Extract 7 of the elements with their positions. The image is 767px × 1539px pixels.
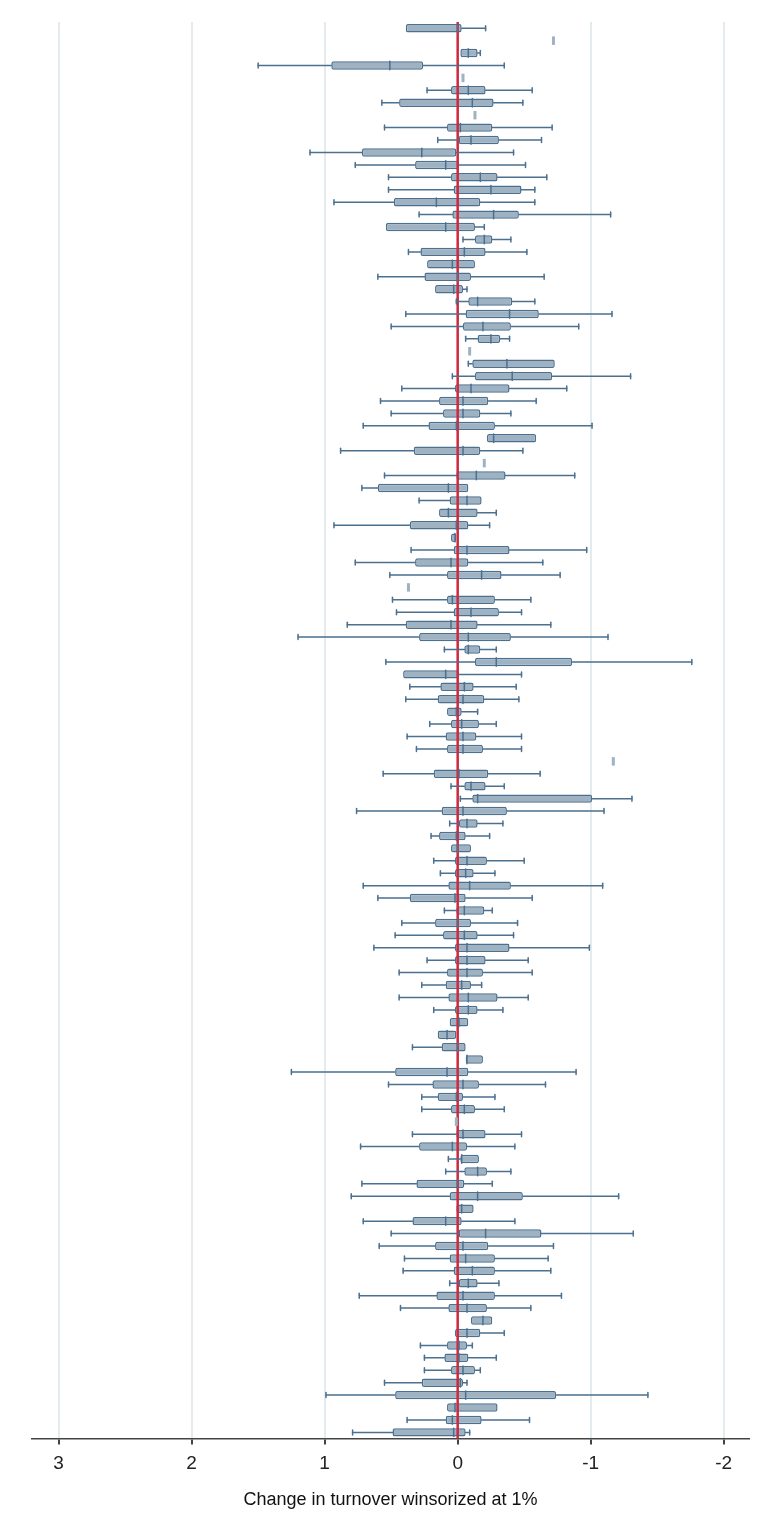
x-tick-label: 2	[186, 1452, 197, 1474]
x-tick-label: 0	[452, 1452, 463, 1474]
x-tick-label: -2	[715, 1452, 733, 1474]
x-tick-label: 1	[319, 1452, 330, 1474]
x-axis-title: Change in turnover winsorized at 1%	[243, 1489, 538, 1510]
x-tick-label: 3	[53, 1452, 64, 1474]
x-tick-label: -1	[582, 1452, 600, 1474]
